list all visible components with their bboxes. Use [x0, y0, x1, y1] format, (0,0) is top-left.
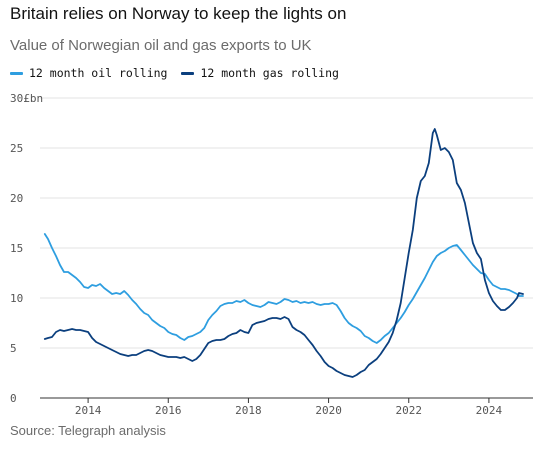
- series-line-oil: [43, 233, 524, 344]
- y-tick-label-20: 20: [10, 192, 23, 205]
- legend-item-gas: 12 month gas rolling: [181, 66, 339, 80]
- legend-item-oil: 12 month oil rolling: [10, 66, 167, 80]
- series-line-gas: [43, 128, 524, 378]
- chart-title: Britain relies on Norway to keep the lig…: [10, 4, 347, 23]
- legend: 12 month oil rolling 12 month gas rollin…: [10, 66, 353, 80]
- y-tick-label-10: 10: [10, 292, 23, 305]
- x-tick-label-2018: 2018: [235, 404, 262, 417]
- y-tick-label-15: 15: [10, 242, 23, 255]
- legend-swatch-gas: [181, 71, 195, 75]
- y-tick-label-0: 0: [10, 392, 17, 405]
- legend-swatch-oil: [10, 71, 23, 75]
- legend-label-gas: 12 month gas rolling: [200, 66, 339, 80]
- y-tick-label-5: 5: [10, 342, 17, 355]
- source-note: Source: Telegraph analysis: [10, 423, 166, 438]
- x-tick-label-2016: 2016: [155, 404, 182, 417]
- chart-subtitle: Value of Norwegian oil and gas exports t…: [10, 37, 312, 54]
- y-tick-label-30: 30£bn: [10, 92, 43, 105]
- y-tick-label-25: 25: [10, 142, 23, 155]
- x-tick-label-2020: 2020: [315, 404, 342, 417]
- x-tick-label-2024: 2024: [476, 404, 503, 417]
- x-tick-label-2014: 2014: [75, 404, 102, 417]
- legend-label-oil: 12 month oil rolling: [29, 66, 168, 80]
- x-tick-label-2022: 2022: [395, 404, 422, 417]
